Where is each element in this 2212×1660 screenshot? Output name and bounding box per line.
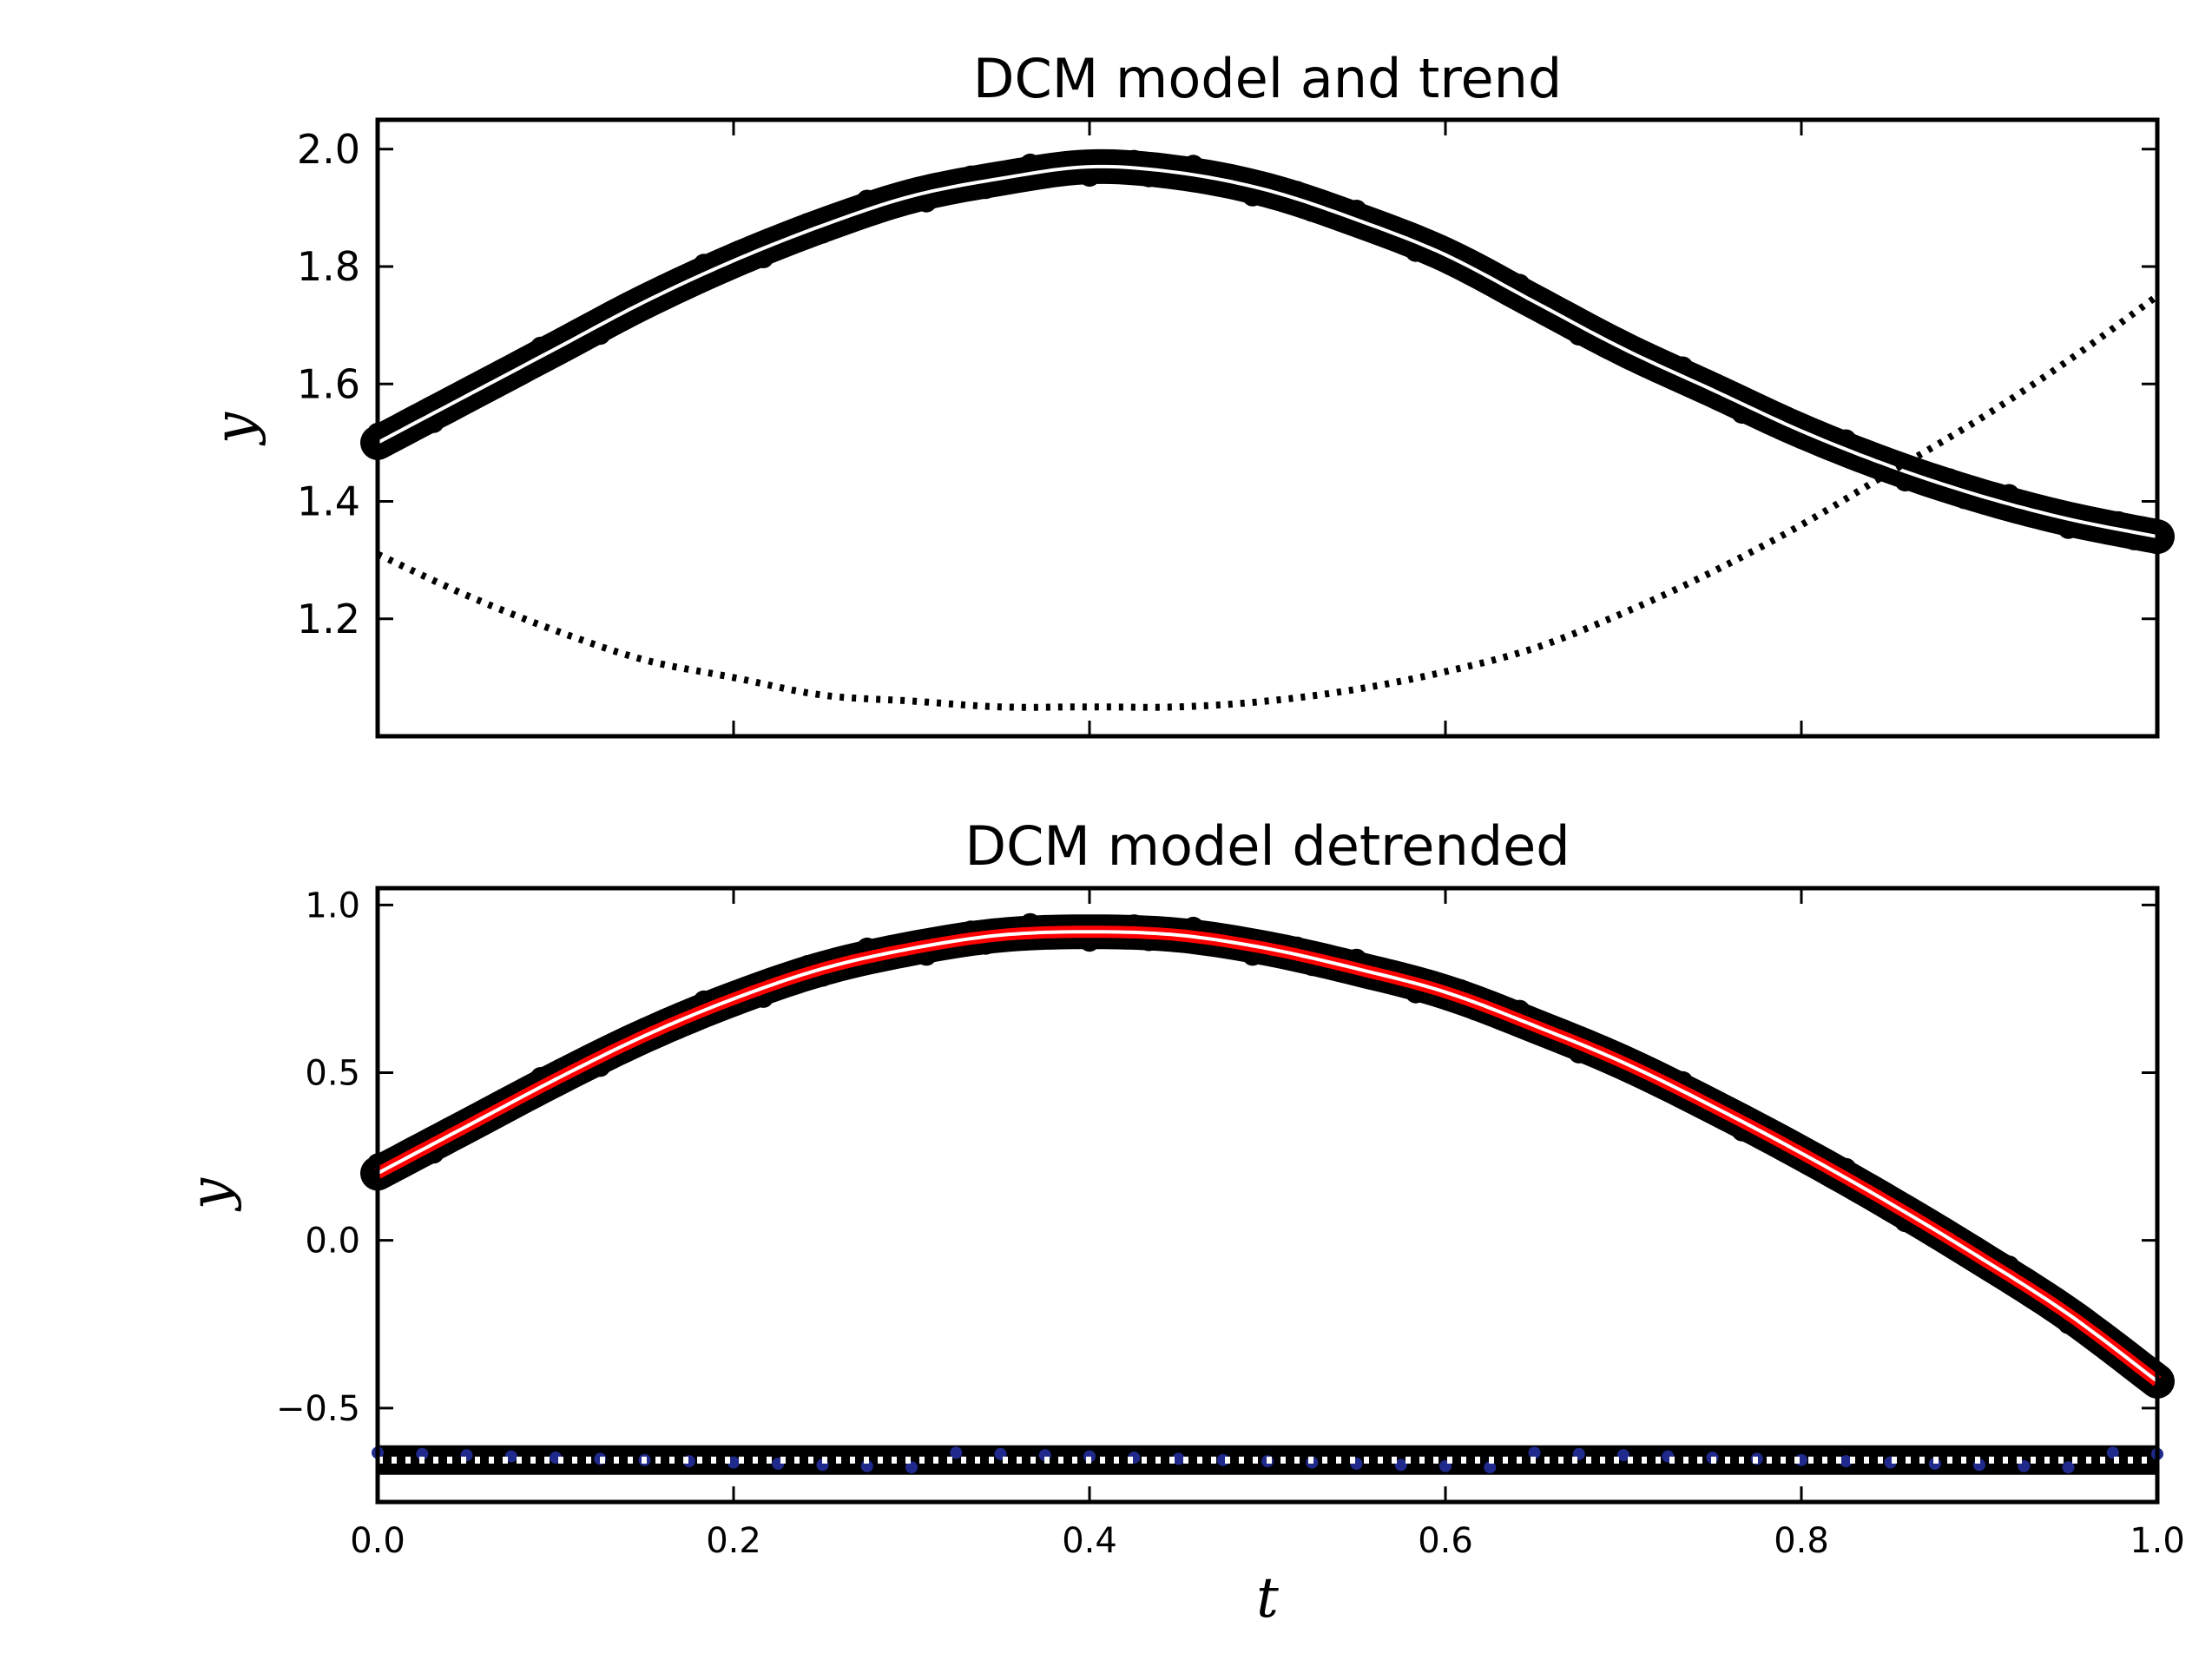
- y-tick-label: 0.0: [305, 1222, 360, 1261]
- data-point: [1894, 471, 1916, 492]
- bottom-x-axis-label: t: [1256, 1566, 1279, 1630]
- data-point: [1346, 200, 1367, 221]
- y-tick-label: 1.8: [297, 243, 360, 290]
- data-point: [1553, 301, 1575, 323]
- residual-point: [1394, 1459, 1407, 1472]
- residual-point: [1840, 1455, 1853, 1468]
- x-tick-label: 1.0: [2130, 1521, 2185, 1561]
- x-tick-label: 0.0: [350, 1521, 405, 1561]
- data-point: [856, 189, 878, 211]
- data-point: [1019, 153, 1041, 175]
- data-point: [545, 344, 566, 366]
- y-tick-label: −0.5: [276, 1389, 360, 1429]
- residual-point: [1617, 1449, 1629, 1462]
- data-point: [1405, 240, 1426, 262]
- y-tick-label: 0.5: [305, 1053, 360, 1093]
- residual-point: [2106, 1446, 2119, 1459]
- residual-point: [905, 1461, 918, 1474]
- bottom-y-axis-label: y: [179, 1177, 243, 1212]
- x-tick-label: 0.6: [1418, 1521, 1473, 1561]
- data-point: [405, 405, 427, 427]
- x-tick-label: 0.2: [706, 1521, 761, 1561]
- data-point: [1182, 155, 1204, 176]
- data-point: [1672, 356, 1694, 378]
- bottom-chart-title: DCM model detrended: [964, 814, 1570, 878]
- top-chart-frame: [375, 117, 2160, 739]
- residual-point: [1528, 1446, 1541, 1459]
- residual-point: [416, 1447, 429, 1460]
- data-point: [1998, 484, 2020, 505]
- data-point: [1835, 429, 1857, 451]
- residual-point: [1172, 1452, 1185, 1466]
- residual-point: [950, 1446, 963, 1459]
- data-point: [1123, 149, 1145, 171]
- data-point: [2090, 513, 2112, 535]
- y-tick-label: 1.6: [297, 360, 360, 407]
- residual-point: [2062, 1461, 2075, 1474]
- top-y-axis-label: y: [203, 412, 267, 446]
- y-tick-label: 1.4: [297, 478, 360, 525]
- bottom-chart-frame: [375, 886, 2160, 1505]
- data-point: [377, 432, 398, 454]
- series-model: [377, 164, 2158, 539]
- x-tick-label: 0.4: [1062, 1521, 1117, 1561]
- data-point: [753, 247, 774, 268]
- x-tick-label: 0.8: [1774, 1521, 1829, 1561]
- y-tick-label: 2.0: [297, 126, 360, 173]
- residual-point: [504, 1450, 517, 1463]
- data-point: [2057, 517, 2079, 539]
- y-tick-label: 1.2: [297, 596, 360, 642]
- top-chart-title: DCM model and trend: [973, 47, 1563, 110]
- y-tick-label: 1.0: [305, 886, 360, 926]
- top-chart-panel: DCM model and trend 1.2 1.4 1.6 1.8 2.0 y: [203, 47, 2175, 739]
- bottom-chart-panel: DCM model detrended −0.5 0.0 0.5 1.0 0.0 0.2 0…: [179, 814, 2185, 1630]
- residual-point: [1484, 1461, 1497, 1474]
- series-detrended-model-core: [377, 930, 2159, 1383]
- series-trend: [376, 293, 2160, 711]
- residual-point: [727, 1456, 740, 1469]
